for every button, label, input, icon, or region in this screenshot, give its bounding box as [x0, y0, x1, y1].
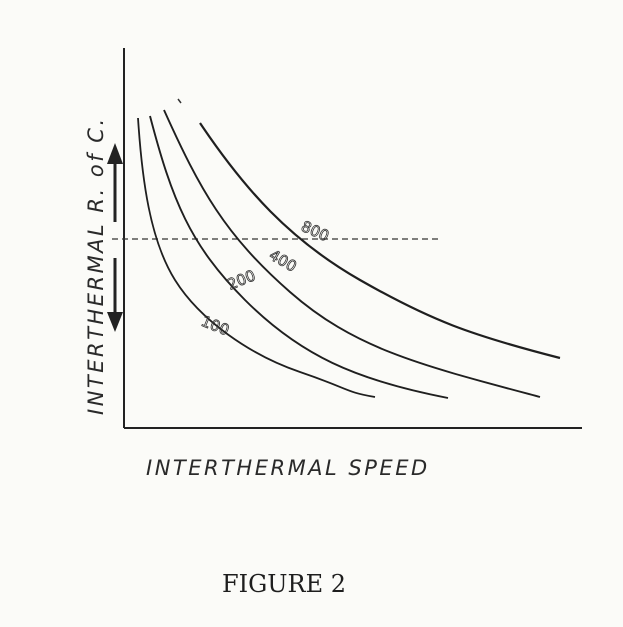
top-tick-mark — [177, 98, 182, 104]
figure-caption: FIGURE 2 — [222, 570, 346, 598]
arrow-up-icon — [107, 143, 123, 222]
curve-100 — [137, 117, 376, 398]
curve-label-400: 400 — [266, 246, 300, 276]
curve-200 — [149, 115, 449, 399]
curve-800 — [199, 122, 561, 360]
arrow-down-icon — [107, 258, 123, 332]
x-axis-label: INTERTHERMAL SPEED — [146, 456, 430, 480]
y-axis-label: INTERTHERMAL R. of C. — [84, 116, 108, 415]
curve-400 — [163, 109, 541, 398]
curve-label-200: 200 — [225, 266, 258, 293]
curve-label-100: 100 — [199, 312, 232, 339]
